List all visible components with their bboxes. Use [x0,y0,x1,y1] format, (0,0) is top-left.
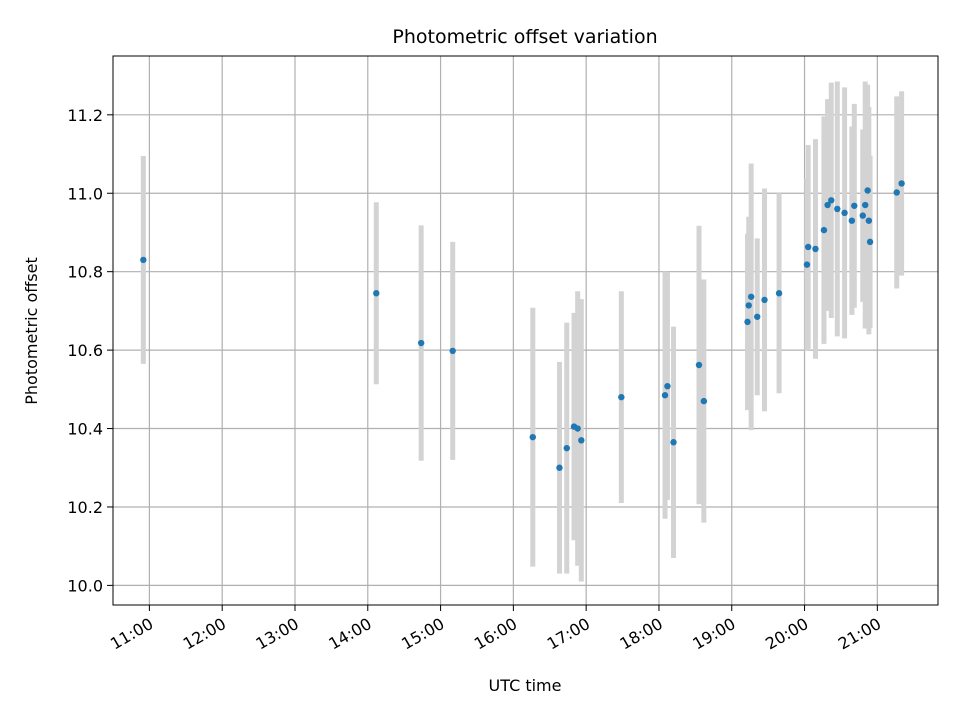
data-point [761,296,768,304]
data-point [754,313,761,320]
data-point [574,425,581,432]
data-point [664,382,671,390]
data-point [556,464,563,471]
y-tick-label: 11.2 [67,106,103,125]
data-point [828,197,835,204]
data-point [695,361,703,369]
y-tick-label: 10.0 [67,576,103,595]
y-tick-label: 10.8 [67,263,103,282]
data-point [841,209,848,217]
plot-frame [112,55,939,606]
data-point [529,433,536,441]
y-tick-label: 10.4 [67,420,103,439]
data-point [803,261,811,268]
data-point [744,318,751,326]
y-tick-label: 11.0 [67,184,103,203]
data-point [864,187,871,194]
data-point [820,226,828,234]
data-point [661,392,669,399]
data-point [670,439,677,446]
y-tick-label: 10.2 [67,498,103,517]
data-point [775,290,783,297]
y-axis-label: Photometric offset [22,257,41,405]
data-point [812,245,819,253]
data-point [848,217,856,224]
data-point [449,347,456,355]
data-point [700,397,708,405]
data-point [893,189,900,196]
data-point [804,243,812,251]
data-point [862,201,869,209]
data-point [745,302,752,309]
data-points [140,180,905,471]
data-point [851,202,858,209]
data-point [417,339,425,347]
data-point [866,238,874,246]
data-point [859,212,866,219]
data-point [563,444,570,452]
data-point [140,256,147,264]
data-point [834,205,841,213]
x-axis-label: UTC time [489,676,562,695]
data-point [373,290,380,297]
data-point [824,201,831,209]
data-point [865,217,873,224]
y-tick-label: 10.6 [67,341,103,360]
data-point [747,293,755,300]
y-axis: 10.0 10.2 10.4 10.6 10.8 11.0 11.2 [67,106,113,595]
chart-title: Photometric offset variation [392,26,657,48]
data-point [618,393,625,401]
data-point [578,437,585,444]
data-point [898,180,905,187]
